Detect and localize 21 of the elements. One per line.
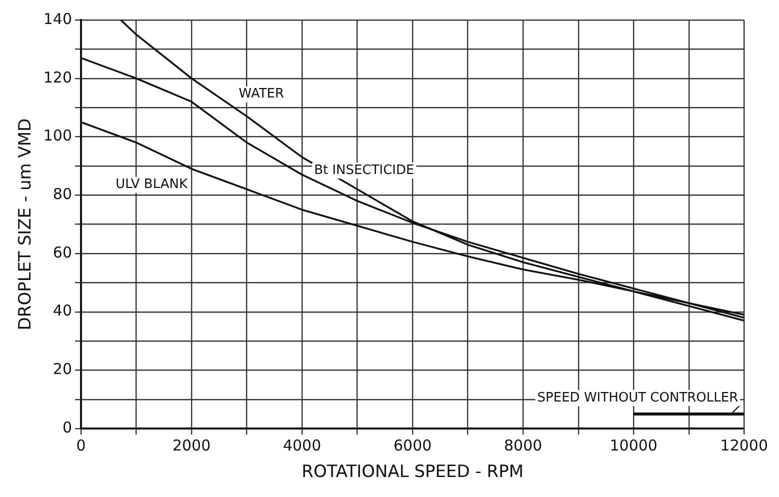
y-axis-title: DROPLET SIZE - um VMD xyxy=(16,118,36,330)
x-tick-label: 6000 xyxy=(393,436,432,454)
y-tick-label: 80 xyxy=(52,185,72,204)
x-tick-label: 4000 xyxy=(282,436,322,454)
y-tick-label: 20 xyxy=(52,360,72,378)
x-tick-label: 8000 xyxy=(504,436,542,454)
series-label: SPEED WITHOUT CONTROLLER xyxy=(537,390,738,406)
series-label: ULV BLANK xyxy=(116,177,188,192)
series-label: Bt INSECTICIDE xyxy=(314,163,414,178)
x-tick-label: 2000 xyxy=(172,436,211,454)
y-tick-label: 120 xyxy=(43,68,72,86)
x-tick-label: 0 xyxy=(76,436,86,454)
x-tick-label: 12000 xyxy=(720,436,768,454)
y-tick-label: 140 xyxy=(43,10,72,28)
y-tick-label: 40 xyxy=(52,302,72,320)
y-tick-label: 100 xyxy=(43,126,72,145)
y-tick-label: 0 xyxy=(62,418,72,436)
x-tick-label: 10000 xyxy=(610,436,658,454)
series-label: WATER xyxy=(238,86,284,102)
y-tick-label: 60 xyxy=(52,243,72,262)
x-axis-title: ROTATIONAL SPEED - RPM xyxy=(302,462,524,482)
